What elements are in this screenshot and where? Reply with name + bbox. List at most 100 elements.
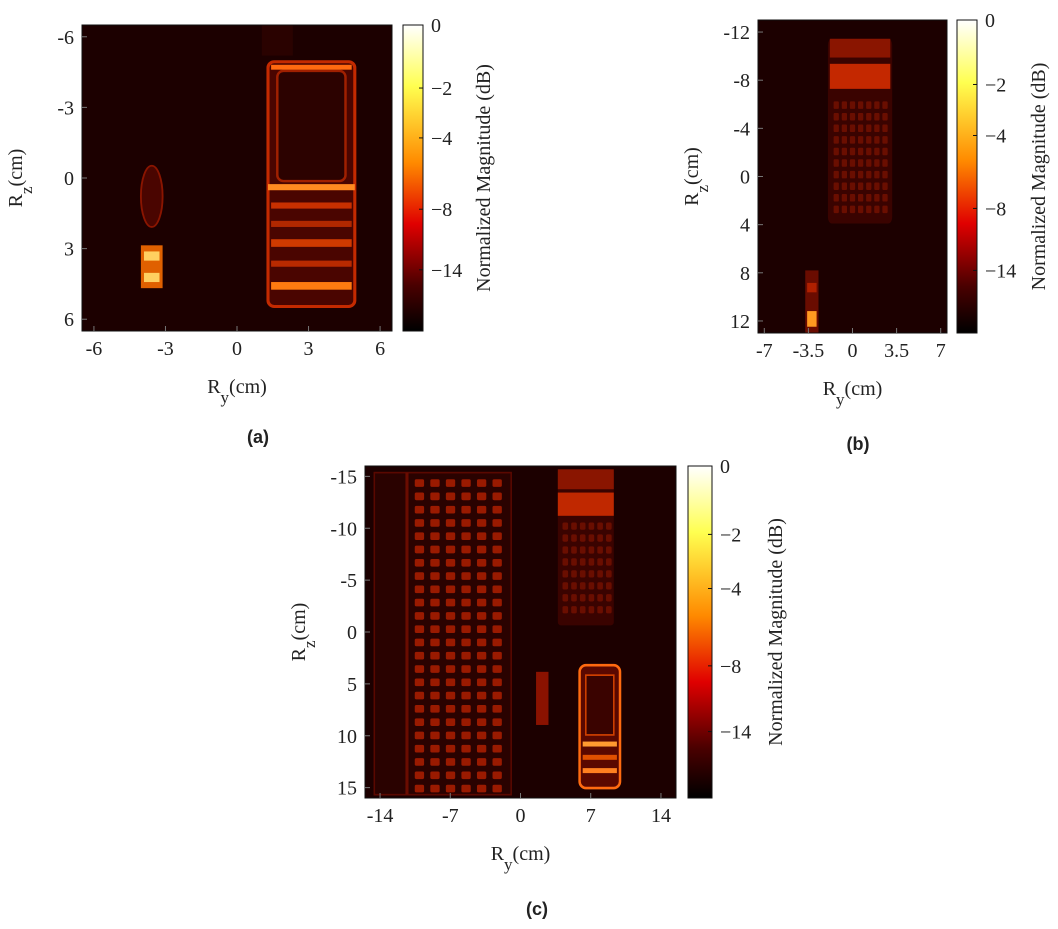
y-tick-label: -6 xyxy=(57,27,74,49)
image-b xyxy=(758,20,947,333)
x-tick-label: 0 xyxy=(848,340,858,362)
y-tick-label: 8 xyxy=(740,263,750,285)
key xyxy=(430,598,440,607)
key xyxy=(492,558,502,567)
key xyxy=(445,651,456,660)
key xyxy=(476,479,487,487)
key xyxy=(476,505,487,514)
key xyxy=(841,182,848,190)
key xyxy=(588,546,595,554)
label-subscript: y xyxy=(504,855,513,874)
key xyxy=(476,492,487,501)
key xyxy=(833,170,839,179)
y-axis-label: Rz(cm) xyxy=(681,147,712,206)
key xyxy=(461,678,471,687)
key xyxy=(430,479,440,487)
key xyxy=(430,585,440,594)
key xyxy=(866,112,872,121)
key xyxy=(414,638,425,647)
key xyxy=(414,532,425,541)
key xyxy=(562,606,569,614)
key xyxy=(857,159,864,167)
key xyxy=(849,101,856,109)
colorbar-tick-label: −8 xyxy=(720,656,741,678)
key xyxy=(866,182,872,190)
key xyxy=(445,744,456,753)
key xyxy=(882,170,888,179)
key xyxy=(414,678,425,687)
key xyxy=(445,572,456,580)
x-tick-label: 14 xyxy=(651,805,671,827)
key xyxy=(492,705,502,713)
y-tick-label: 0 xyxy=(64,168,74,190)
key xyxy=(849,205,856,214)
key xyxy=(562,582,569,590)
key xyxy=(461,705,471,713)
key xyxy=(874,182,880,190)
key xyxy=(882,101,888,109)
key xyxy=(414,558,425,567)
y-axis-label: Rz(cm) xyxy=(288,603,319,662)
key xyxy=(833,101,839,109)
key xyxy=(606,594,612,602)
key xyxy=(874,124,880,133)
key xyxy=(414,771,425,780)
key xyxy=(571,522,577,530)
key xyxy=(461,691,471,700)
key xyxy=(461,598,471,607)
key xyxy=(866,194,872,202)
key xyxy=(414,625,425,633)
key xyxy=(430,665,440,673)
key xyxy=(492,784,502,793)
key xyxy=(874,147,880,156)
key xyxy=(476,638,487,647)
key xyxy=(492,612,502,620)
key xyxy=(606,570,612,578)
panel-label: (a) xyxy=(247,427,269,447)
key xyxy=(866,101,872,109)
key xyxy=(445,505,456,514)
label-symbol: R xyxy=(5,193,27,207)
key xyxy=(445,598,456,607)
x-tick-label: 0 xyxy=(232,338,242,360)
key xyxy=(445,665,456,673)
key xyxy=(833,159,839,167)
colorbar-label: Normalized Magnitude (dB) xyxy=(473,64,495,292)
y-tick-label: -4 xyxy=(733,118,750,140)
key xyxy=(492,545,502,554)
key xyxy=(588,534,595,542)
label-unit: (cm) xyxy=(229,376,267,398)
y-tick-label: 0 xyxy=(347,622,357,644)
key xyxy=(597,546,603,554)
key xyxy=(414,492,425,501)
key xyxy=(461,718,471,726)
key xyxy=(476,705,487,713)
y-tick-label: 10 xyxy=(337,726,357,748)
colorbar-tick-label: −14 xyxy=(985,260,1016,282)
y-tick-label: 4 xyxy=(740,215,750,237)
key xyxy=(849,182,856,190)
key xyxy=(866,170,872,179)
label-subscript: y xyxy=(221,388,230,407)
key xyxy=(430,505,440,514)
key xyxy=(606,534,612,542)
x-tick-label: 6 xyxy=(375,338,385,360)
key xyxy=(597,570,603,578)
key xyxy=(445,705,456,713)
key xyxy=(492,625,502,633)
key xyxy=(866,147,872,156)
key xyxy=(874,170,880,179)
key xyxy=(571,606,577,614)
key xyxy=(461,625,471,633)
key xyxy=(606,558,612,566)
key xyxy=(849,124,856,133)
key xyxy=(476,784,487,793)
key xyxy=(841,205,848,214)
x-axis-label: Ry(cm) xyxy=(491,843,551,874)
key xyxy=(857,101,864,109)
key xyxy=(857,182,864,190)
colorbar-tick-label: −2 xyxy=(985,74,1006,96)
key xyxy=(562,534,569,542)
key xyxy=(606,546,612,554)
key xyxy=(833,194,839,202)
